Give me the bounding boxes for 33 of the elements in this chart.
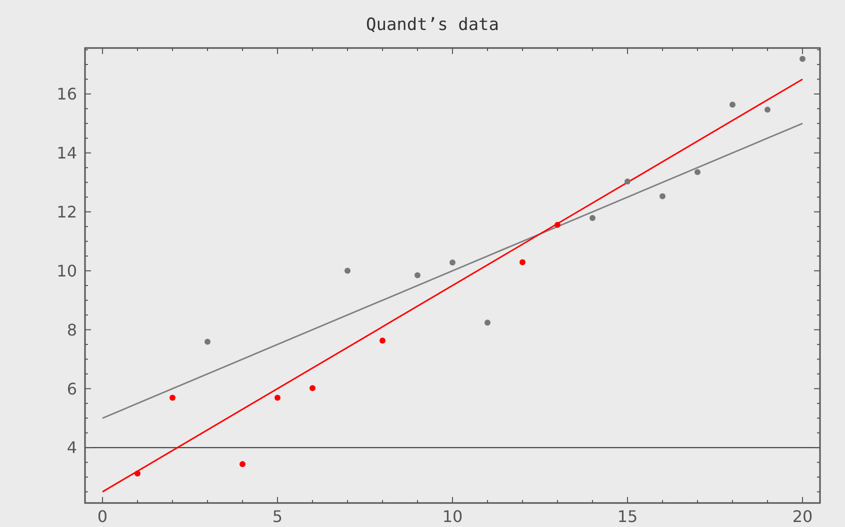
point xyxy=(310,385,316,392)
point xyxy=(554,222,560,228)
point xyxy=(170,394,176,401)
point xyxy=(800,56,806,62)
y-tick-label: 6 xyxy=(66,379,77,398)
point xyxy=(414,272,420,278)
point xyxy=(764,106,770,113)
y-tick-label: 10 xyxy=(56,261,77,280)
point xyxy=(694,169,700,176)
point xyxy=(590,215,596,222)
point xyxy=(660,193,666,200)
x-tick-label: 0 xyxy=(97,507,108,526)
point xyxy=(730,102,736,108)
point xyxy=(450,260,456,266)
point xyxy=(624,178,630,184)
point xyxy=(204,338,210,345)
y-tick-label: 12 xyxy=(56,202,77,222)
point xyxy=(240,461,246,468)
x-tick-label: 5 xyxy=(272,507,283,526)
y-tick-label: 16 xyxy=(56,84,77,104)
point xyxy=(380,338,386,344)
point xyxy=(134,470,140,477)
point xyxy=(344,268,350,274)
point xyxy=(520,259,526,266)
x-tick-label: 15 xyxy=(617,507,638,526)
point xyxy=(484,320,490,326)
y-tick-label: 14 xyxy=(56,144,77,163)
y-tick-label: 8 xyxy=(66,320,77,340)
y-tick-label: 4 xyxy=(66,438,77,458)
chart-title: Quandt’s data xyxy=(366,15,500,35)
point xyxy=(274,394,280,401)
x-tick-label: 10 xyxy=(442,507,463,526)
x-tick-label: 20 xyxy=(792,507,813,526)
